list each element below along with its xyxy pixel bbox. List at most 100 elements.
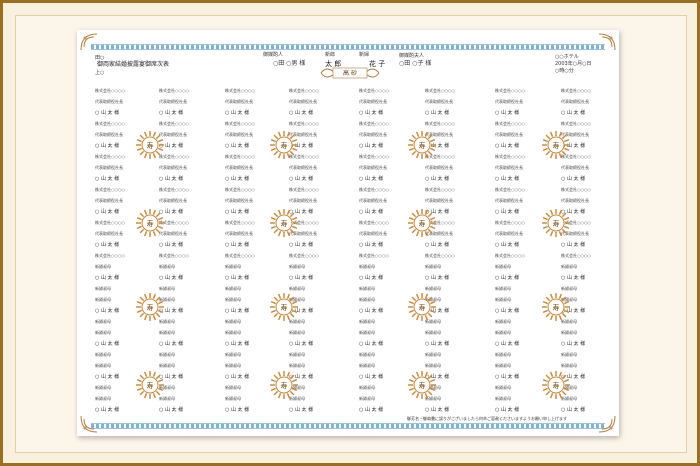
guest-name: ○ 山 太 様	[359, 110, 384, 116]
table-medallion-icon: 寿	[135, 208, 165, 238]
guest-entry: ○ 山 太 様	[95, 143, 157, 149]
guest-entry: 新婦叔母	[359, 264, 421, 269]
guest-company: 株式会社○○○○	[425, 187, 455, 192]
guest-entry: 新婦叔母	[561, 396, 619, 401]
guest-entry: 代表取締役社長	[159, 198, 221, 203]
guest-relation: 新婦叔母	[159, 363, 175, 368]
guest-entry: 株式会社○○○○	[561, 220, 619, 225]
guest-name: ○ 山 太 様	[495, 110, 520, 116]
guest-entry: 新婦叔母	[225, 297, 287, 302]
guest-company: 株式会社○○○○	[561, 88, 591, 93]
guest-company: 株式会社○○○○	[289, 253, 319, 258]
guest-entry: 代表取締役社長	[561, 132, 619, 137]
guest-entry: ○ 山 太 様	[159, 308, 221, 314]
table-medallion-icon: 寿	[541, 292, 571, 322]
guest-entry: 新婦叔母	[95, 319, 157, 324]
guest-relation: 新婦叔母	[289, 385, 305, 390]
guest-relation: 新婦叔母	[225, 330, 241, 335]
bride-name: 花 子	[369, 60, 386, 68]
guest-entry: 株式会社○○○○	[359, 220, 421, 225]
guest-entry: 株式会社○○○○	[495, 253, 557, 258]
guest-name: ○ 山 太 様	[359, 308, 384, 314]
guest-name: ○ 山 太 様	[95, 374, 120, 380]
guest-company: 株式会社○○○○	[159, 187, 189, 192]
guest-name: ○ 山 太 様	[495, 275, 520, 281]
guest-entry: 代表取締役社長	[561, 231, 619, 236]
table-char: 寿	[147, 141, 154, 150]
guest-entry: 代表取締役社長	[561, 198, 619, 203]
guest-title: 代表取締役社長	[561, 198, 589, 203]
guest-entry: 株式会社○○○○	[95, 220, 157, 225]
guest-entry: ○ 山 太 様	[159, 341, 221, 347]
guest-company: 株式会社○○○○	[359, 253, 389, 258]
guest-company: 株式会社○○○○	[225, 121, 255, 126]
guest-name: ○ 山 太 様	[95, 341, 120, 347]
guest-entry: 代表取締役社長	[95, 165, 157, 170]
guest-entry: 新婦叔母	[95, 385, 157, 390]
guest-entry: ○ 山 太 様	[95, 209, 157, 215]
guest-entry: 新婦叔母	[495, 363, 557, 368]
guest-entry: 株式会社○○○○	[159, 154, 221, 159]
guest-entry: 新婦叔母	[495, 330, 557, 335]
guest-name: ○ 山 太 様	[159, 242, 184, 248]
guest-name: ○ 山 太 様	[289, 242, 314, 248]
guest-title: 代表取締役社長	[289, 198, 317, 203]
guest-entry: ○ 山 太 様	[495, 374, 557, 380]
guest-entry: 株式会社○○○○	[289, 220, 351, 225]
guest-name: ○ 山 太 様	[359, 374, 384, 380]
guest-entry: 株式会社○○○○	[95, 187, 157, 192]
guest-title: 代表取締役社長	[159, 132, 187, 137]
table-medallion-icon: 寿	[541, 208, 571, 238]
guest-entry: 新婦叔母	[225, 396, 287, 401]
guest-title: 代表取締役社長	[359, 198, 387, 203]
guest-company: 株式会社○○○○	[359, 220, 389, 225]
guest-name: ○ 山 太 様	[225, 308, 250, 314]
guest-company: 株式会社○○○○	[159, 154, 189, 159]
guest-name: ○ 山 太 様	[289, 143, 314, 149]
guest-entry: ○ 山 太 様	[289, 341, 351, 347]
guest-entry: ○ 山 太 様	[95, 242, 157, 248]
guest-name: ○ 山 太 様	[495, 143, 520, 149]
guest-entry: ○ 山 太 様	[495, 176, 557, 182]
guest-relation: 新婦叔母	[289, 264, 305, 269]
guest-relation: 新婦叔母	[495, 396, 511, 401]
guest-entry: 新婦叔母	[425, 264, 487, 269]
guest-name: ○ 山 太 様	[225, 341, 250, 347]
guest-entry: 株式会社○○○○	[425, 187, 487, 192]
guest-relation: 新婦叔母	[495, 352, 511, 357]
guest-name: ○ 山 太 様	[159, 341, 184, 347]
guest-title: 代表取締役社長	[225, 99, 253, 104]
guest-relation: 新婦叔母	[159, 319, 175, 324]
guest-entry: 新婦叔母	[359, 330, 421, 335]
guest-title: 代表取締役社長	[225, 231, 253, 236]
guest-entry: 代表取締役社長	[425, 231, 487, 236]
guest-entry: 代表取締役社長	[425, 99, 487, 104]
guest-relation: 新婦叔母	[425, 319, 441, 324]
guest-company: 株式会社○○○○	[95, 121, 125, 126]
guest-entry: ○ 山 太 様	[425, 143, 487, 149]
guest-name: ○ 山 太 様	[225, 176, 250, 182]
guest-entry: 新婦叔母	[159, 297, 221, 302]
guest-title: 代表取締役社長	[289, 132, 317, 137]
center-ornament-icon	[320, 67, 380, 79]
guest-entry: 新婦叔母	[95, 363, 157, 368]
guest-entry: ○ 山 太 様	[495, 209, 557, 215]
guest-entry: 株式会社○○○○	[561, 121, 619, 126]
guest-name: ○ 山 太 様	[561, 209, 586, 215]
guest-entry: ○ 山 太 様	[225, 110, 287, 116]
header-left-line3: 上○	[95, 70, 105, 76]
guest-name: ○ 山 太 様	[225, 143, 250, 149]
guest-name: ○ 山 太 様	[561, 143, 586, 149]
guest-entry: 新婦叔母	[359, 363, 421, 368]
guest-company: 株式会社○○○○	[495, 121, 525, 126]
guest-entry: 新婦叔母	[561, 286, 619, 291]
guest-relation: 新婦叔母	[425, 396, 441, 401]
guest-company: 株式会社○○○○	[225, 187, 255, 192]
guest-company: 株式会社○○○○	[425, 253, 455, 258]
guest-entry: ○ 山 太 様	[95, 308, 157, 314]
guest-entry: 株式会社○○○○	[159, 253, 221, 258]
corner-ornament-icon	[80, 415, 98, 433]
guest-name: ○ 山 太 様	[561, 110, 586, 116]
table-medallion-icon: 寿	[135, 292, 165, 322]
guest-entry: 新婦叔母	[225, 352, 287, 357]
